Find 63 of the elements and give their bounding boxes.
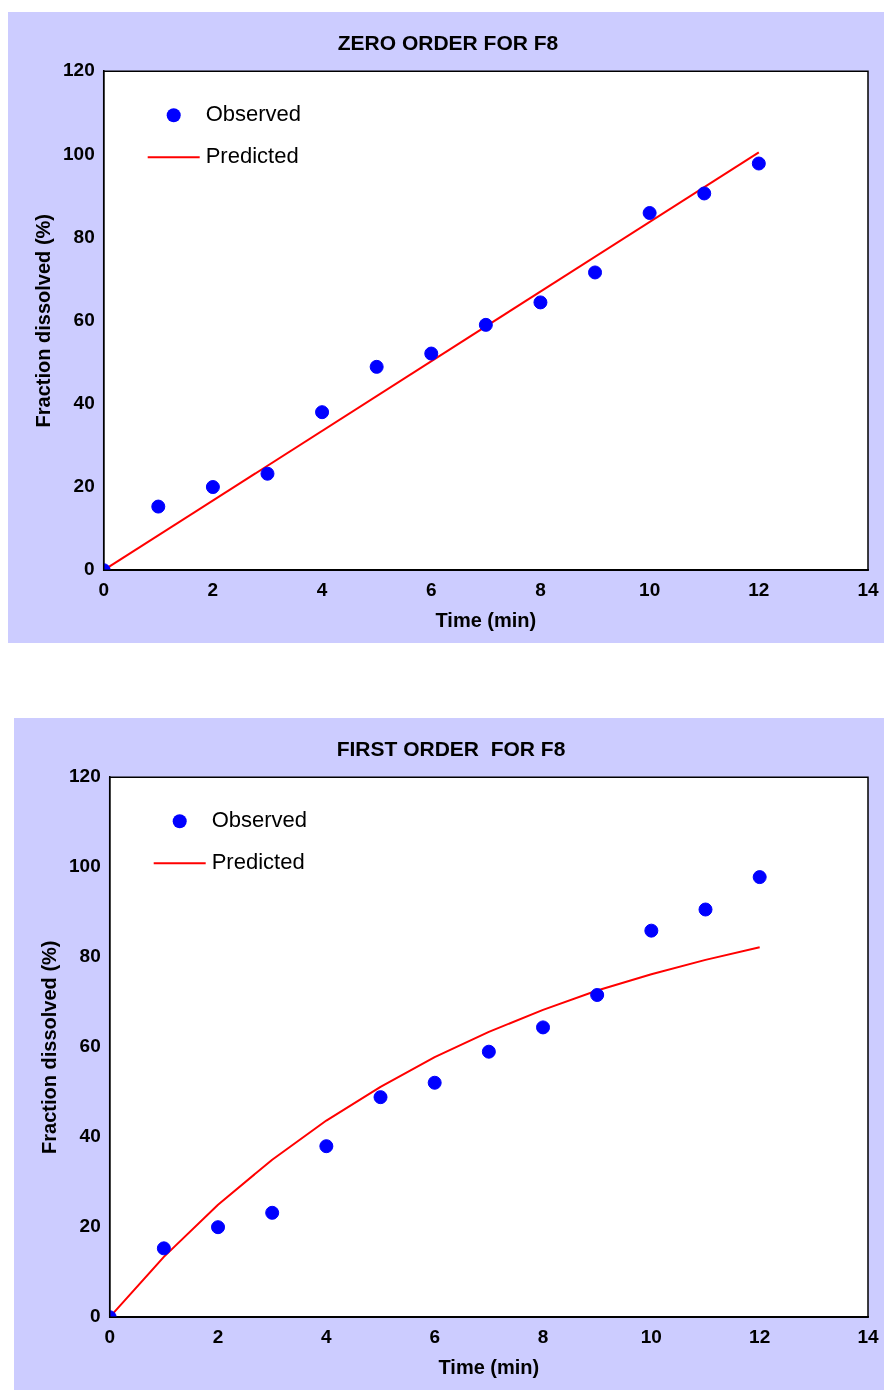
point — [642, 206, 657, 220]
point — [265, 1205, 280, 1220]
y-tick-label: 80 — [79, 945, 101, 967]
x-tick-label: 4 — [321, 1325, 333, 1347]
x-tick-label: 4 — [316, 578, 328, 600]
x-tick-label: 8 — [537, 1325, 549, 1347]
y-tick-label: 0 — [90, 1305, 101, 1327]
x-tick-label: 6 — [425, 578, 437, 600]
x-tick-label: 8 — [535, 578, 546, 600]
x-tick-label: 10 — [640, 1325, 662, 1347]
point — [315, 405, 330, 420]
x-tick-label: 2 — [207, 578, 219, 600]
point — [588, 265, 603, 280]
point — [698, 902, 713, 917]
point — [533, 295, 548, 310]
x-tick-label: 0 — [104, 1325, 115, 1347]
point — [156, 1241, 171, 1256]
x-tick-label: 10 — [639, 578, 661, 600]
y-axis-title: Fraction dissolved (%) — [37, 940, 60, 1154]
x-tick-label: 6 — [429, 1325, 440, 1347]
chart-title: ZERO ORDER FOR F8 — [337, 31, 559, 55]
point — [211, 1220, 226, 1235]
point — [590, 988, 605, 1002]
legend-label: Predicted — [211, 849, 305, 875]
y-tick-label: 60 — [73, 308, 95, 330]
point — [369, 359, 384, 374]
legend-label: Predicted — [205, 143, 299, 169]
point — [319, 1139, 334, 1154]
point — [752, 870, 767, 885]
y-axis-title: Fraction dissolved (%) — [31, 214, 54, 428]
y-tick-label: 20 — [73, 475, 95, 497]
point — [427, 1075, 442, 1090]
legend-label: Observed — [205, 101, 302, 127]
x-axis-title: Time (min) — [438, 1355, 540, 1378]
y-tick-label: 60 — [79, 1035, 101, 1057]
y-tick-label: 100 — [63, 142, 95, 164]
point — [205, 480, 220, 495]
chart-title: FIRST ORDER FOR F8 — [336, 737, 566, 761]
x-tick-label: 12 — [748, 578, 770, 600]
point — [373, 1090, 388, 1105]
x-axis-title: Time (min) — [435, 608, 537, 631]
x-tick-label: 12 — [749, 1325, 771, 1347]
y-tick-label: 40 — [73, 392, 95, 414]
point — [751, 156, 766, 171]
point — [536, 1020, 551, 1035]
x-tick-label: 2 — [212, 1325, 224, 1347]
y-tick-label: 0 — [84, 558, 95, 580]
point — [424, 346, 439, 361]
point — [697, 186, 712, 201]
y-tick-label: 100 — [69, 855, 101, 877]
point — [644, 923, 659, 938]
point — [481, 1044, 496, 1059]
y-tick-label: 20 — [79, 1215, 101, 1237]
x-tick-label: 14 — [857, 578, 879, 600]
point — [478, 317, 493, 332]
point — [151, 499, 166, 514]
y-tick-label: 80 — [73, 225, 95, 247]
point — [260, 466, 275, 481]
legend-label: Observed — [211, 807, 308, 833]
y-tick-label: 120 — [69, 765, 101, 787]
y-tick-label: 120 — [63, 59, 95, 81]
x-tick-label: 14 — [857, 1325, 879, 1347]
y-tick-label: 40 — [79, 1125, 101, 1147]
